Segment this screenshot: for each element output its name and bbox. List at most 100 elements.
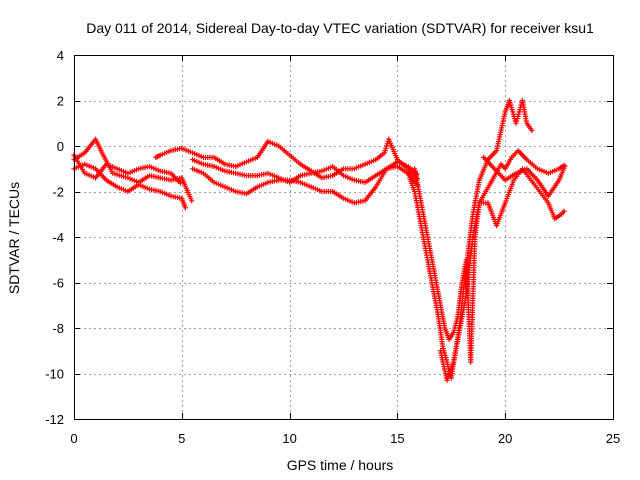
series-track-6 xyxy=(190,157,420,185)
data-point-run xyxy=(429,279,441,317)
data-point-run xyxy=(265,138,280,148)
data-point-run xyxy=(405,170,417,193)
data-point-run xyxy=(528,177,541,193)
data-point-run xyxy=(190,150,204,160)
data-point-run xyxy=(351,162,366,172)
data-point-run xyxy=(502,179,516,206)
series-track-10 xyxy=(481,154,568,199)
data-point-run xyxy=(519,97,529,124)
data-point-run xyxy=(190,166,204,175)
data-point-run xyxy=(412,166,424,204)
y-tick-label: -6 xyxy=(52,276,64,291)
data-point-run xyxy=(502,156,514,172)
data-point-run xyxy=(524,166,539,182)
data-point-run xyxy=(552,212,563,222)
grid xyxy=(74,55,613,419)
data-point-run xyxy=(465,213,476,251)
data-point-run xyxy=(509,149,520,160)
data-point-run xyxy=(476,159,490,183)
data-point-run xyxy=(287,152,302,166)
y-tick-label: 4 xyxy=(57,48,64,63)
data-point-run xyxy=(287,174,302,185)
data-point-run xyxy=(146,163,161,173)
y-tick-label: -4 xyxy=(52,230,64,245)
data-point-run xyxy=(498,161,507,170)
data-point-run xyxy=(211,163,226,173)
data-point-run xyxy=(362,186,378,204)
data-point-run xyxy=(481,154,496,170)
x-tick-label: 20 xyxy=(498,431,512,446)
data-point-run xyxy=(254,180,269,190)
data-point-run xyxy=(340,173,355,182)
x-tick-label: 10 xyxy=(282,431,296,446)
data-point-run xyxy=(394,159,409,169)
data-point-run xyxy=(386,136,400,161)
y-tick-label: -2 xyxy=(52,185,64,200)
data-point-run xyxy=(513,167,528,176)
data-point-run xyxy=(82,170,96,180)
data-point-run xyxy=(457,293,469,331)
x-tick-label: 15 xyxy=(390,431,404,446)
data-point-run xyxy=(114,166,129,175)
x-axis-label: GPS time / hours xyxy=(287,457,394,473)
data-point-run xyxy=(470,202,482,240)
data-point-run xyxy=(362,158,377,167)
series-track-3 xyxy=(71,152,183,186)
data-point-run xyxy=(114,184,129,194)
y-tick-label: 0 xyxy=(57,139,64,154)
data-point-run xyxy=(412,188,422,215)
data-point-run xyxy=(515,148,528,161)
data-point-run xyxy=(485,200,499,227)
data-point-run xyxy=(468,236,478,365)
data-point-run xyxy=(431,268,443,306)
x-tick-labels: 0 5 10 15 20 25 xyxy=(70,431,620,446)
data-point-run xyxy=(384,160,399,172)
data-point-run xyxy=(394,163,409,175)
data-point-run xyxy=(276,175,290,185)
series-track-5 xyxy=(190,163,421,206)
data-point-run xyxy=(416,211,428,249)
data-series xyxy=(71,97,568,383)
data-point-run xyxy=(103,161,118,171)
data-point-run xyxy=(243,185,259,197)
data-point-run xyxy=(265,170,280,180)
data-point-run xyxy=(373,151,386,163)
data-point-run xyxy=(190,157,204,166)
x-tick-label: 25 xyxy=(606,431,620,446)
x-tick-label: 5 xyxy=(178,431,185,446)
data-point-run xyxy=(545,179,561,199)
data-point-run xyxy=(330,163,345,177)
series-track-9 xyxy=(437,166,567,383)
data-point-run xyxy=(297,161,312,173)
data-point-run xyxy=(437,302,447,329)
data-point-run xyxy=(418,200,430,238)
data-point-run xyxy=(179,175,195,204)
data-point-run xyxy=(450,327,463,365)
data-point-run xyxy=(485,149,498,163)
data-point-run xyxy=(233,160,247,170)
data-point-run xyxy=(103,177,118,189)
data-point-run xyxy=(435,314,445,347)
y-tick-label: 2 xyxy=(57,94,64,109)
data-point-run xyxy=(276,143,291,157)
data-point-run xyxy=(200,170,215,184)
data-point-run xyxy=(463,236,476,297)
data-point-run xyxy=(254,140,270,160)
data-point-run xyxy=(491,166,507,182)
data-point-run xyxy=(494,111,508,154)
data-point-run xyxy=(502,171,517,183)
y-tick-label: -10 xyxy=(45,367,64,382)
data-point-run xyxy=(373,167,388,179)
data-point-run xyxy=(524,157,539,170)
data-point-run xyxy=(211,154,226,166)
data-point-run xyxy=(330,188,345,200)
data-point-run xyxy=(93,136,104,154)
data-point-run xyxy=(340,195,355,205)
data-point-run xyxy=(470,179,482,217)
data-point-run xyxy=(422,245,435,283)
axis-ticks xyxy=(74,55,614,420)
chart-title: Day 011 of 2014, Sidereal Day-to-day VTE… xyxy=(86,20,594,36)
data-point-run xyxy=(524,120,535,134)
